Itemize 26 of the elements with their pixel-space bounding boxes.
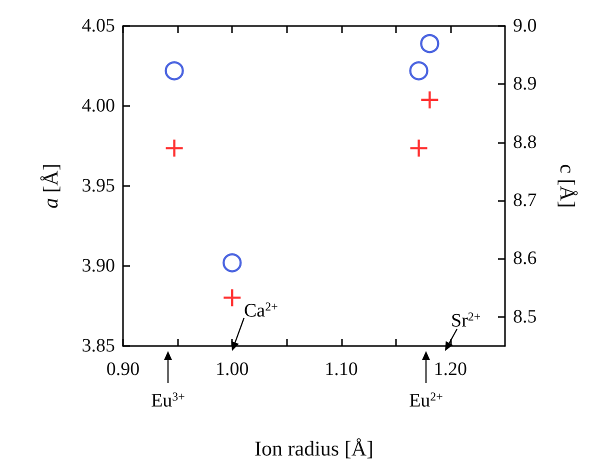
y2-tick-label: 8.7 [513,190,537,212]
x-axis-title: Ion radius [Å] [254,436,374,460]
y-tick-label: 3.95 [82,176,115,196]
y-tick-label: 3.90 [82,256,115,276]
x-tick-label: 0.90 [106,359,140,380]
point [420,90,440,110]
y2-tick-label: 8.6 [513,248,537,270]
point [164,138,184,158]
y2-axis-title: c [Å] [556,164,580,208]
point [164,61,184,80]
point [409,138,428,158]
y-tick-label: 3.85 [82,336,115,356]
x-tick-label: 1.20 [434,359,468,380]
x-tick-label: 1.00 [216,359,249,380]
y2-tick-label: 8.9 [513,74,537,95]
y2-tick-label: 8.5 [513,306,537,328]
y2-tick-label: 8.8 [513,132,537,153]
point [222,288,242,308]
x-tick-label: 1.10 [324,359,358,380]
point [222,253,242,272]
y-axis-title: a [Å] [38,164,62,208]
y-tick-label: 4.05 [82,16,115,36]
point [409,61,428,80]
point [420,34,440,54]
y-tick-label: 4.00 [82,96,115,116]
y2-tick-label: 9.0 [513,16,537,36]
